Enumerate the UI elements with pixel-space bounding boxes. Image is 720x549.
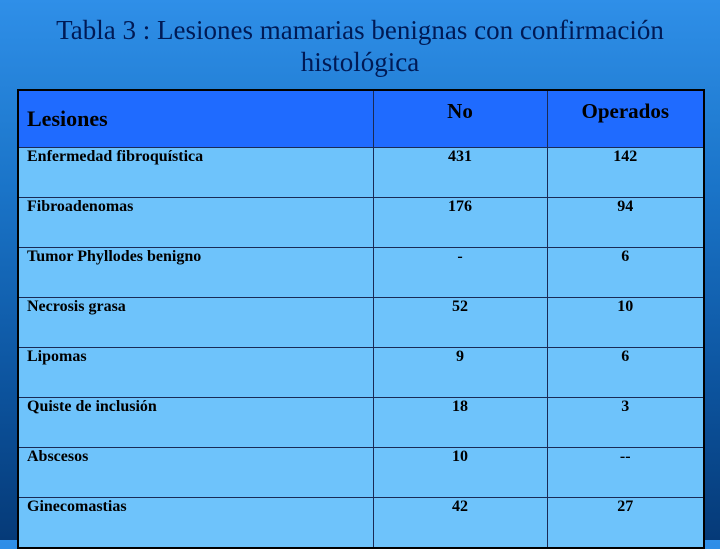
cell-operados: 94 (546, 197, 705, 248)
cell-lesion: Tumor Phyllodes benigno (17, 247, 374, 298)
cell-operados: 3 (546, 397, 705, 448)
cell-no: 176 (372, 197, 548, 248)
cell-no: 42 (372, 497, 548, 549)
cell-lesion: Quiste de inclusión (17, 397, 374, 448)
cell-lesion: Fibroadenomas (17, 197, 374, 248)
cell-operados: 6 (546, 247, 705, 298)
cell-operados: 10 (546, 297, 705, 348)
cell-lesion: Ginecomastias (17, 497, 374, 549)
header-operados: Operados (546, 89, 705, 148)
table-row: Quiste de inclusión 18 3 (17, 397, 705, 448)
cell-no: 10 (372, 447, 548, 498)
cell-no: 431 (372, 147, 548, 198)
table-row: Enfermedad fibroquística 431 142 (17, 147, 705, 198)
table-row: Fibroadenomas 176 94 (17, 197, 705, 248)
cell-operados: 27 (546, 497, 705, 549)
cell-lesion: Enfermedad fibroquística (17, 147, 374, 198)
table-row: Lipomas 9 6 (17, 347, 705, 398)
slide-title-line-1: Tabla 3 : Lesiones mamarias benignas con… (56, 15, 664, 45)
cell-operados: 6 (546, 347, 705, 398)
slide-title-line-2: histológica (300, 47, 420, 77)
table-row: Abscesos 10 -- (17, 447, 705, 498)
header-lesiones: Lesiones (17, 89, 374, 148)
cell-no: 9 (372, 347, 548, 398)
header-no: No (372, 89, 548, 148)
table-row: Necrosis grasa 52 10 (17, 297, 705, 348)
table-header-row: Lesiones No Operados (17, 89, 705, 148)
lesiones-table: Lesiones No Operados Enfermedad fibroquí… (17, 89, 705, 549)
cell-operados: -- (546, 447, 705, 498)
slide-title: Tabla 3 : Lesiones mamarias benignas con… (0, 14, 720, 78)
cell-operados: 142 (546, 147, 705, 198)
table-row: Ginecomastias 42 27 (17, 497, 705, 549)
cell-lesion: Lipomas (17, 347, 374, 398)
cell-lesion: Necrosis grasa (17, 297, 374, 348)
cell-no: - (372, 247, 548, 298)
cell-no: 18 (372, 397, 548, 448)
cell-lesion: Abscesos (17, 447, 374, 498)
table-row: Tumor Phyllodes benigno - 6 (17, 247, 705, 298)
cell-no: 52 (372, 297, 548, 348)
